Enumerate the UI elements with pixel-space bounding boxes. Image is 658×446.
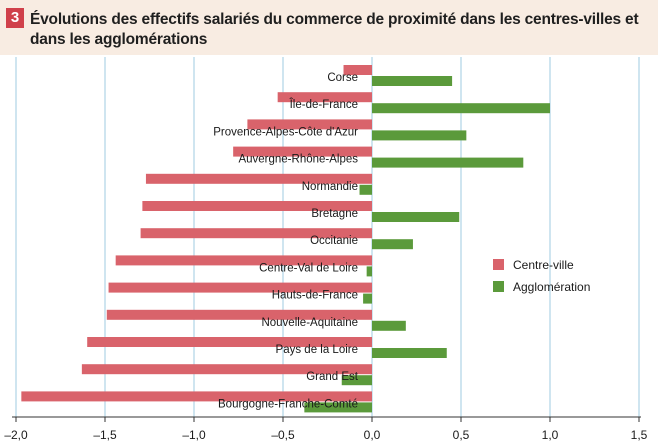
x-tick-label: 0,5 — [453, 428, 470, 442]
bar-centre-ville — [142, 201, 372, 211]
x-tick-label: –1,0 — [182, 428, 206, 442]
category-label: Nouvelle-Aquitaine — [261, 317, 358, 329]
category-label: Grand Est — [306, 371, 359, 383]
bar-centre-ville — [106, 309, 372, 320]
category-label: Occitanie — [310, 235, 358, 247]
bar-centre-ville — [115, 255, 373, 266]
bar-centre-ville — [277, 92, 372, 103]
bar-agglomeration — [372, 212, 460, 222]
bar-agglomeration — [372, 130, 467, 141]
bar-centre-ville — [233, 146, 372, 157]
bar-agglomeration — [372, 157, 524, 168]
figure-number-badge: 3 — [6, 8, 24, 28]
category-label: Hauts-de-France — [272, 290, 358, 302]
category-label: Corse — [327, 72, 358, 84]
x-tick-label: –1,5 — [93, 428, 117, 442]
bar-agglomeration — [304, 402, 372, 413]
figure-header: 3 Évolutions des effectifs salariés du c… — [0, 0, 658, 55]
bar-centre-ville — [145, 173, 372, 184]
category-label: Île-de-France — [289, 98, 358, 111]
category-label: Provence-Alpes-Côte d'Azur — [213, 126, 358, 138]
category-label: Bourgogne-Franche-Comté — [218, 398, 358, 410]
category-label: Bretagne — [311, 208, 358, 220]
category-label: Centre-Val de Loire — [259, 262, 358, 274]
legend-label: Agglomération — [513, 280, 590, 294]
bar-centre-ville — [21, 391, 373, 402]
bar-agglomeration — [372, 320, 406, 331]
legend-swatch-agglomeration — [493, 281, 504, 292]
bar-agglomeration — [359, 184, 372, 195]
bar-agglomeration — [372, 239, 413, 250]
bar-agglomeration — [341, 375, 372, 386]
x-tick-label: 0,0 — [364, 428, 381, 442]
bar-agglomeration — [366, 266, 372, 277]
x-tick-label: 1,5 — [631, 428, 648, 442]
legend-swatch-centre-ville — [493, 259, 504, 270]
legend-label: Centre-ville — [513, 258, 574, 272]
category-label: Normandie — [302, 181, 358, 193]
x-tick-label: –2,0 — [4, 428, 28, 442]
bar-agglomeration — [372, 348, 447, 358]
bar-chart: Corse Île-de-France Provence-Alpes-Côte d'… — [4, 57, 648, 442]
bar-centre-ville — [108, 282, 372, 293]
bar-agglomeration — [372, 103, 550, 114]
bar-agglomeration — [363, 293, 372, 304]
category-label: Auvergne-Rhône-Alpes — [238, 154, 358, 166]
bar-agglomeration — [372, 76, 453, 86]
x-tick-label: 1,0 — [542, 428, 559, 442]
bar-centre-ville — [140, 228, 372, 239]
category-label: Pays de la Loire — [276, 344, 358, 356]
bar-centre-ville — [81, 364, 373, 375]
chart-title: Évolutions des effectifs salariés du com… — [30, 11, 639, 48]
x-tick-label: –0,5 — [271, 428, 295, 442]
bar-centre-ville — [247, 119, 372, 130]
bar-centre-ville — [343, 65, 372, 75]
bar-centre-ville — [87, 337, 372, 347]
